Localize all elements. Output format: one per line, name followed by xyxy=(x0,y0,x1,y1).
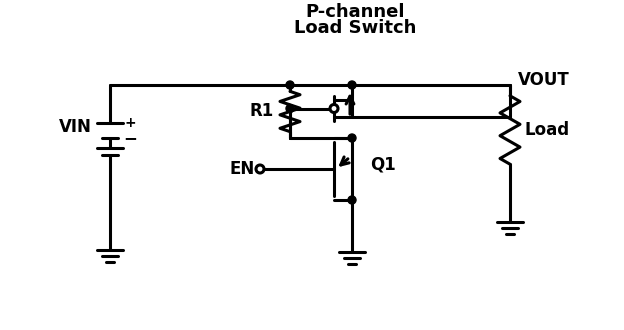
Circle shape xyxy=(348,134,356,142)
Text: Load: Load xyxy=(525,121,570,139)
Circle shape xyxy=(286,105,294,113)
Text: −: − xyxy=(123,129,137,147)
Circle shape xyxy=(330,105,338,113)
Text: VIN: VIN xyxy=(59,117,92,136)
Text: P-channel: P-channel xyxy=(305,3,405,21)
Text: +: + xyxy=(124,116,136,130)
Text: EN: EN xyxy=(230,160,255,178)
Circle shape xyxy=(348,196,356,204)
Text: Q1: Q1 xyxy=(370,155,396,173)
Circle shape xyxy=(286,81,294,89)
Text: Load Switch: Load Switch xyxy=(294,19,416,37)
Circle shape xyxy=(256,165,264,173)
Text: VOUT: VOUT xyxy=(518,71,570,89)
Circle shape xyxy=(348,81,356,89)
Text: R1: R1 xyxy=(250,103,274,120)
